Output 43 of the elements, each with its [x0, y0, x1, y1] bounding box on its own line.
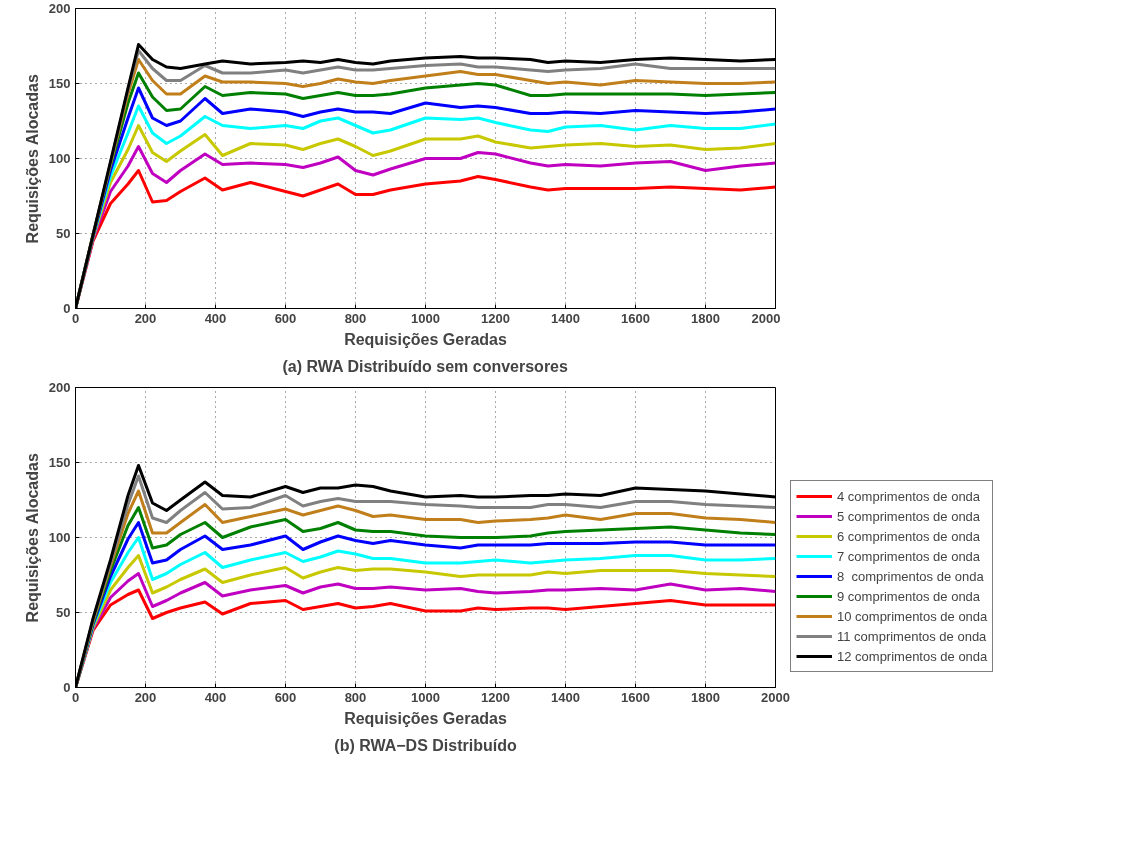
x-tick-label: 1600 [621, 689, 650, 705]
x-tick-label: 1400 [551, 310, 580, 326]
x-axis-title: Requisições Geradas [344, 709, 507, 727]
text: (b) RWA−DS Distribuído [334, 736, 517, 754]
x-tick-label: 600 [274, 689, 297, 705]
x-axis-title: Requisições Geradas [344, 330, 507, 348]
x-tick-label: 1400 [551, 689, 580, 705]
y-axis-title: Requisições Alocadas [23, 453, 41, 623]
x-tick-label: 600 [274, 310, 297, 326]
y-tick-label: 200 [48, 380, 71, 395]
y-tick-label: 50 [56, 605, 71, 620]
x-tick-label: 400 [204, 689, 227, 705]
x-tick-label: 1600 [621, 310, 650, 326]
legend-label: 5 comprimentos de onda [837, 508, 981, 524]
y-tick-label: 150 [48, 455, 71, 470]
x-tick-label: 800 [344, 689, 367, 705]
y-tick-label: 150 [48, 76, 71, 91]
x-tick-label: 1200 [481, 310, 510, 326]
x-tick-label: 1200 [481, 689, 510, 705]
legend-label: 4 comprimentos de onda [837, 488, 981, 504]
x-tick-label: 1000 [411, 310, 440, 326]
legend-label: 9 comprimentos de onda [837, 588, 981, 604]
legend-label: 7 comprimentos de onda [837, 548, 981, 564]
legend-label: 6 comprimentos de onda [837, 528, 981, 544]
legend-label: 12 comprimentos de onda [837, 648, 988, 664]
x-tick-label: 1800 [691, 689, 720, 705]
x-tick-label: 2000 [751, 310, 781, 326]
x-tick-label: 1000 [411, 689, 440, 705]
x-tick-label: 200 [134, 310, 157, 326]
legend-label: 10 comprimentos de onda [837, 608, 988, 624]
text: (a) RWA Distribuído sem conversores [282, 357, 569, 375]
y-tick-label: 100 [48, 530, 71, 545]
x-tick-label: 200 [134, 689, 157, 705]
legend-label: 11 comprimentos de onda [837, 628, 987, 644]
y-tick-label: 50 [56, 226, 71, 241]
y-tick-label: 200 [48, 1, 71, 16]
x-tick-label: 800 [344, 310, 367, 326]
y-axis-title: Requisições Alocadas [23, 74, 41, 244]
legend-label: 8 comprimentos de onda [837, 568, 984, 584]
y-tick-label: 100 [48, 151, 71, 166]
x-tick-label: 400 [204, 310, 227, 326]
x-tick-label: 1800 [691, 310, 720, 326]
x-tick-label: 2000 [761, 689, 790, 705]
